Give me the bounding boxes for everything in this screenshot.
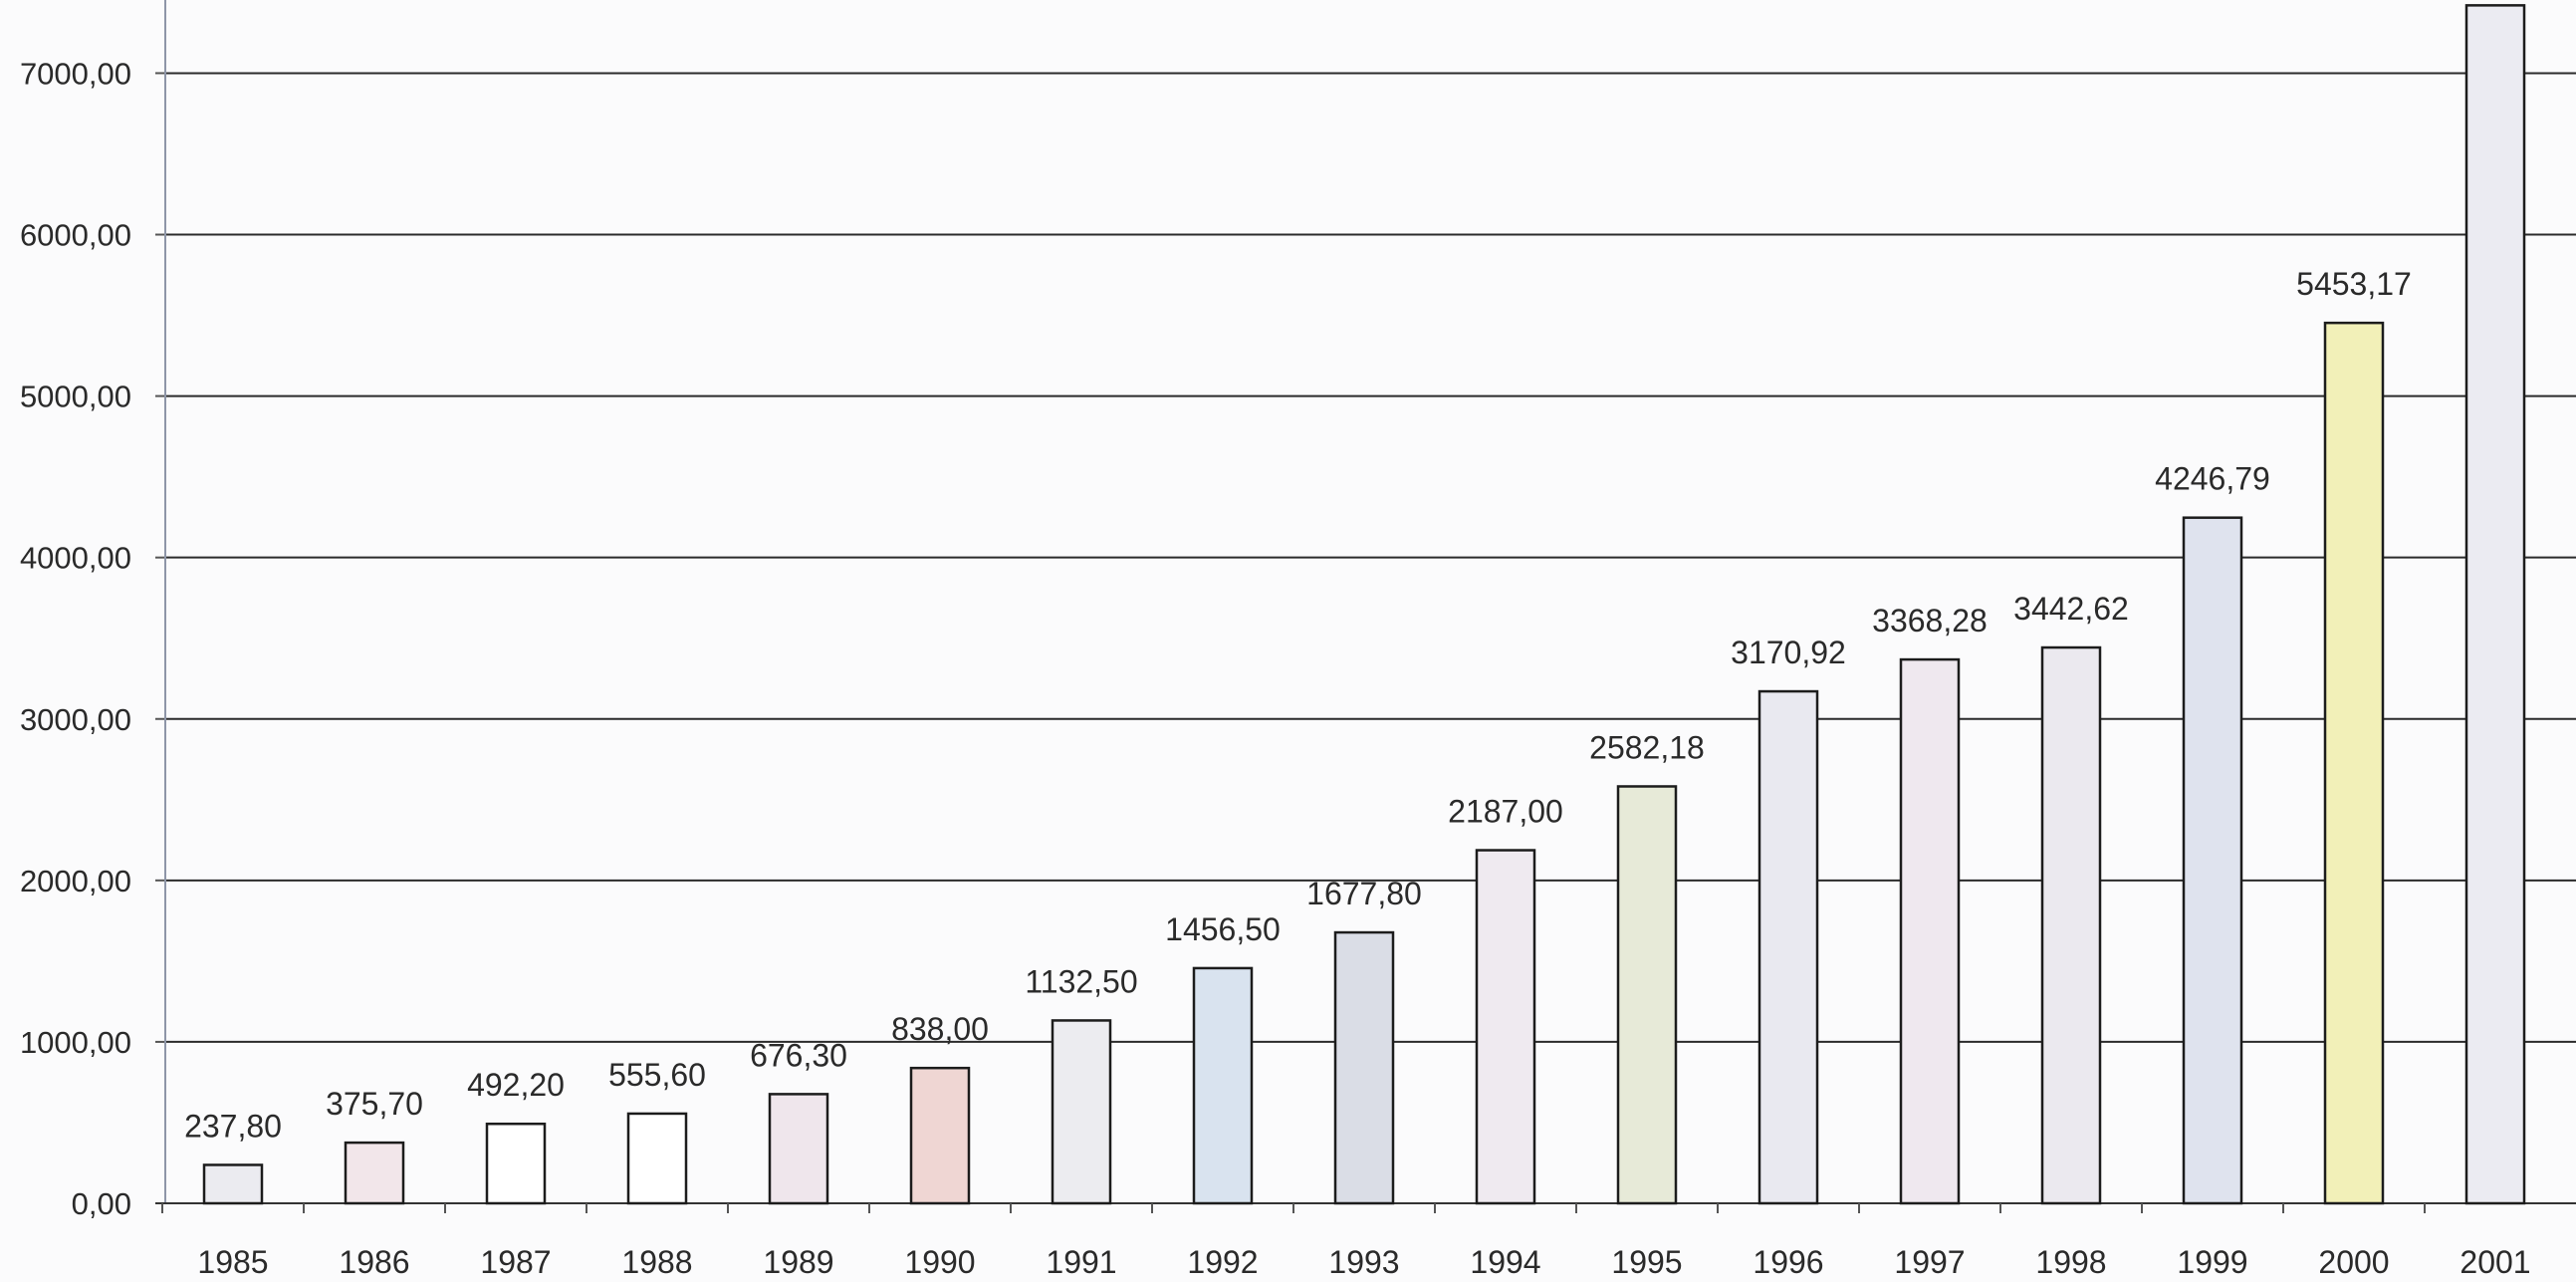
data-label: 676,30	[750, 1037, 847, 1073]
data-label: 4246,79	[2155, 461, 2270, 497]
bar	[2323, 321, 2385, 1205]
bar	[626, 1112, 688, 1205]
data-labels: 237,80 375,70 492,20 555,60 676,30 838,00 1132…	[184, 266, 2412, 1144]
data-label: 1677,80	[1306, 876, 1422, 911]
bar	[1616, 785, 1678, 1205]
x-tick-label: 1985	[197, 1244, 268, 1277]
x-tick-label: 1995	[1611, 1244, 1682, 1277]
y-tick-labels: 0,00 1000,00 2000,00 3000,00 4000,00 5000,00 6…	[20, 56, 131, 1221]
data-label: 3368,28	[1872, 603, 1988, 639]
y-tick-label: 0,00	[72, 1186, 131, 1221]
bar	[2182, 516, 2243, 1205]
data-label: 555,60	[608, 1057, 706, 1093]
grid-lines	[165, 72, 2576, 1043]
x-tick-label: 2001	[2459, 1244, 2530, 1277]
data-label: 3442,62	[2013, 591, 2129, 627]
x-tick-label: 1991	[1046, 1244, 1116, 1277]
bar	[1899, 657, 1961, 1205]
x-tick-label: 1999	[2177, 1244, 2247, 1277]
x-tick-label: 1989	[763, 1244, 833, 1277]
bar	[1333, 930, 1395, 1205]
data-label: 2582,18	[1589, 729, 1705, 765]
bar	[2040, 645, 2102, 1205]
x-tick-label: 1988	[621, 1244, 692, 1277]
bar	[1192, 966, 1254, 1205]
x-tick-label: 2000	[2318, 1244, 2389, 1277]
x-tick-label: 1993	[1328, 1244, 1399, 1277]
data-label: 838,00	[891, 1011, 989, 1047]
bar	[909, 1066, 971, 1205]
data-label: 237,80	[184, 1108, 282, 1144]
bar	[485, 1122, 547, 1205]
data-label: 2187,00	[1448, 794, 1563, 830]
bars	[202, 4, 2526, 1205]
bar	[344, 1141, 405, 1205]
y-tick-label: 7000,00	[20, 56, 131, 91]
x-tick-label: 1994	[1470, 1244, 1540, 1277]
x-tick-label: 1997	[1894, 1244, 1965, 1277]
bar	[1475, 849, 1536, 1205]
bar	[1757, 689, 1819, 1205]
y-tick-label: 6000,00	[20, 218, 131, 253]
data-label: 492,20	[467, 1067, 565, 1103]
bar	[202, 1163, 264, 1205]
x-tick-label: 1986	[339, 1244, 409, 1277]
bar	[768, 1093, 829, 1205]
y-tick-label: 2000,00	[20, 864, 131, 898]
x-tick-label: 1987	[480, 1244, 551, 1277]
data-label: 375,70	[326, 1086, 423, 1122]
data-label: 5453,17	[2296, 266, 2412, 302]
x-tick-label: 1998	[2035, 1244, 2106, 1277]
y-tick-label: 1000,00	[20, 1025, 131, 1060]
data-label: 3170,92	[1731, 635, 1846, 670]
y-tick-label: 5000,00	[20, 380, 131, 414]
x-tick-labels: 1985 1986 1987 1988 1989 1990 1991 1992 1993 1994…	[197, 1244, 2530, 1280]
y-tick-label: 4000,00	[20, 541, 131, 576]
x-tick-label: 1996	[1753, 1244, 1823, 1277]
data-label: 1132,50	[1025, 963, 1137, 999]
bar	[1051, 1019, 1112, 1205]
bar	[2464, 4, 2526, 1205]
x-tick-label: 1992	[1187, 1244, 1258, 1277]
x-tick-label: 1990	[904, 1244, 975, 1277]
data-label: 1456,50	[1165, 911, 1281, 947]
y-tick-label: 3000,00	[20, 702, 131, 737]
